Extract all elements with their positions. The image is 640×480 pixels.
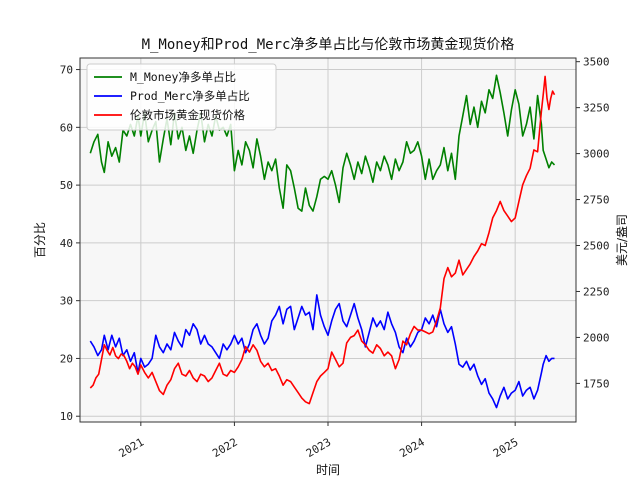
right-y-tick-label: 2000 <box>583 331 610 344</box>
legend-box <box>86 63 277 131</box>
right-y-tick-label: 2250 <box>583 285 610 298</box>
left-y-axis-label: 百分比 <box>33 222 47 258</box>
x-tick-label: 2025 <box>491 436 520 461</box>
right-y-tick-label: 2750 <box>583 194 610 207</box>
left-y-tick-label: 70 <box>60 64 73 77</box>
gold-price-line <box>89 75 556 405</box>
x-tick-label: 2024 <box>397 435 427 460</box>
x-tick-label: 2023 <box>304 436 333 461</box>
right-y-tick-label: 3500 <box>583 56 610 69</box>
right-y-tick-label: 3250 <box>583 102 610 115</box>
legend-label: M_Money净多单占比 <box>130 70 236 84</box>
x-axis-label: 时间 <box>316 463 340 477</box>
right-y-axis: 1750 2000 2250 2500 2750 3000 3250 3500 <box>576 56 610 390</box>
left-y-tick-label: 20 <box>60 352 73 365</box>
legend-label: Prod_Merc净多单占比 <box>130 89 250 103</box>
left-y-tick-label: 50 <box>60 179 73 192</box>
right-y-tick-label: 3000 <box>583 148 610 161</box>
x-tick-label: 2021 <box>117 436 146 461</box>
x-axis: 2021 2022 2023 2024 2025 <box>117 422 520 461</box>
left-y-tick-label: 60 <box>60 121 73 134</box>
legend-label: 伦敦市场黄金现货价格 <box>130 108 245 122</box>
left-y-tick-label: 10 <box>60 410 73 423</box>
right-y-tick-label: 1750 <box>583 377 610 390</box>
legend-entry-prod-merc: Prod_Merc净多单占比 <box>94 89 250 103</box>
grid-lines <box>80 58 576 422</box>
left-y-axis: 10 20 30 40 50 60 70 <box>60 64 80 423</box>
right-y-tick-label: 2500 <box>583 240 610 253</box>
legend-entry-gold: 伦敦市场黄金现货价格 <box>94 108 245 122</box>
prod-merc-line <box>89 294 555 409</box>
legend-entry-m-money: M_Money净多单占比 <box>94 70 236 84</box>
right-y-axis-label: 美元/盎司 <box>615 214 629 266</box>
left-y-tick-label: 40 <box>60 237 73 250</box>
chart-title: M_Money和Prod_Merc净多单占比与伦敦市场黄金现货价格 <box>142 36 515 53</box>
left-y-tick-label: 30 <box>60 295 73 308</box>
x-tick-label: 2022 <box>210 436 239 461</box>
